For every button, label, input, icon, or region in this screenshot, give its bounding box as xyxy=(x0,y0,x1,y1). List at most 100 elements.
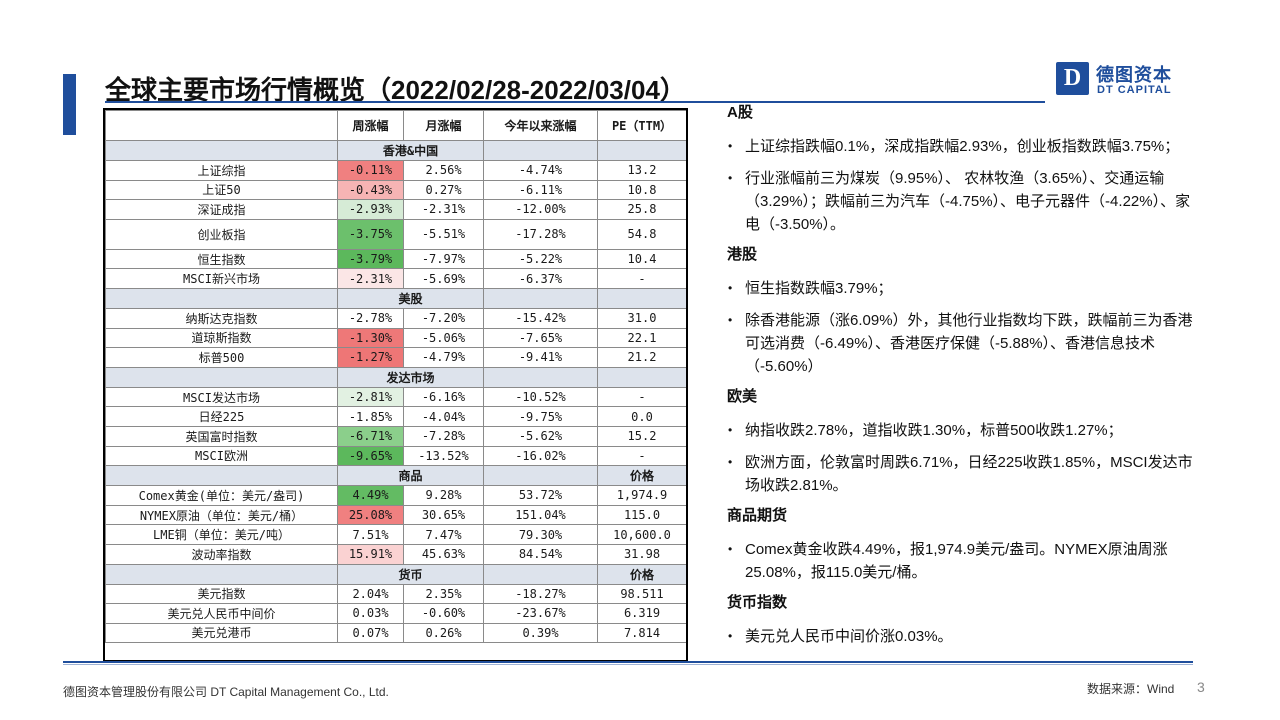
section-heading-hk: 港股 xyxy=(727,246,758,263)
table-cell: 0.26% xyxy=(403,622,484,644)
table-cell: -18.27% xyxy=(483,583,598,605)
table-cell: -2.31% xyxy=(337,268,404,289)
table-cell: 31.0 xyxy=(597,307,686,329)
footer-divider-thin xyxy=(63,664,1193,665)
bullet-a-share-2: 行业涨幅前三为煤炭（9.95%）、 农林牧渔（3.65%）、交通运输（3.29%… xyxy=(727,167,1197,236)
table-cell: -12.00% xyxy=(483,199,598,220)
table-row: MSCI发达市场 -2.81% -6.16% -10.52% - xyxy=(105,386,686,408)
table-cell: 0.39% xyxy=(483,622,598,644)
table-cell: -13.52% xyxy=(403,445,484,467)
section-row: 商品 价格 xyxy=(105,465,686,487)
logo-english-name: DT CAPITAL xyxy=(1097,84,1172,96)
table-cell: -5.06% xyxy=(403,327,484,349)
table-cell: 22.1 xyxy=(597,327,686,349)
table-cell: 54.8 xyxy=(597,218,686,250)
row-label: MSCI发达市场 xyxy=(105,386,338,408)
table-cell: -6.71% xyxy=(337,425,404,447)
section-label: 货币 xyxy=(337,563,484,585)
table-row: LME铜（单位：美元/吨） 7.51% 7.47% 79.30% 10,600.0 xyxy=(105,524,686,545)
commentary-panel: A股 上证综指跌幅0.1%，深成指跌幅2.93%，创业板指数跌幅3.75%； 行… xyxy=(727,103,1197,657)
row-label: 美元兑港币 xyxy=(105,622,338,644)
row-label: 上证综指 xyxy=(105,160,338,181)
table-cell: 30.65% xyxy=(403,504,484,526)
table-cell: -2.31% xyxy=(403,199,484,220)
page-number: 3 xyxy=(1197,679,1205,695)
table-cell: 7.47% xyxy=(403,524,484,545)
table-cell: -5.22% xyxy=(483,248,598,270)
page-title: 全球主要市场行情概览（2022/02/28-2022/03/04） xyxy=(105,75,686,105)
table-cell: -4.79% xyxy=(403,347,484,368)
table-cell: -9.65% xyxy=(337,445,404,467)
section-row: 香港&中国 xyxy=(105,140,686,161)
table-row: MSCI新兴市场 -2.31% -5.69% -6.37% - xyxy=(105,268,686,289)
table-row: 英国富时指数 -6.71% -7.28% -5.62% 15.2 xyxy=(105,425,686,447)
table-cell: - xyxy=(597,386,686,408)
section-label: 商品 xyxy=(337,465,484,487)
footer-company: 德图资本管理股份有限公司 DT Capital Management Co., … xyxy=(63,685,389,699)
row-label: 日经225 xyxy=(105,406,338,427)
table-row: 纳斯达克指数 -2.78% -7.20% -15.42% 31.0 xyxy=(105,307,686,329)
column-header xyxy=(105,110,338,141)
table-cell: 2.56% xyxy=(403,160,484,181)
table-row: MSCI欧洲 -9.65% -13.52% -16.02% - xyxy=(105,445,686,467)
table-row: 创业板指 -3.75% -5.51% -17.28% 54.8 xyxy=(105,218,686,250)
footer-divider xyxy=(63,661,1193,663)
company-logo: D 德图资本 DT CAPITAL xyxy=(1056,62,1186,98)
row-label: 标普500 xyxy=(105,347,338,368)
column-header: 今年以来涨幅 xyxy=(483,110,598,141)
table-cell: 10,600.0 xyxy=(597,524,686,545)
logo-chinese-name: 德图资本 xyxy=(1096,65,1172,85)
table-cell: -1.85% xyxy=(337,406,404,427)
row-label: 深证成指 xyxy=(105,199,338,220)
table-row: 恒生指数 -3.79% -7.97% -5.22% 10.4 xyxy=(105,248,686,270)
table-row: Comex黄金(单位：美元/盎司) 4.49% 9.28% 53.72% 1,974.9 xyxy=(105,485,686,506)
table-cell: 6.319 xyxy=(597,603,686,624)
table-row: 道琼斯指数 -1.30% -5.06% -7.65% 22.1 xyxy=(105,327,686,349)
section-label: 美股 xyxy=(337,287,484,309)
table-cell: -16.02% xyxy=(483,445,598,467)
table-cell: -4.74% xyxy=(483,160,598,181)
row-label: MSCI欧洲 xyxy=(105,445,338,467)
row-label: 道琼斯指数 xyxy=(105,327,338,349)
footer-data-source: 数据来源：Wind xyxy=(1087,682,1175,696)
table-cell: 98.511 xyxy=(597,583,686,605)
section-label: 香港&中国 xyxy=(337,140,484,161)
bullet-hk-2: 除香港能源（涨6.09%）外，其他行业指数均下跌，跌幅前三为香港可选消费（-6.… xyxy=(727,309,1197,378)
market-table: 周涨幅 月涨幅 今年以来涨幅 PE（TTM） 香港&中国 上证综指 -0.11% 2.56% -… xyxy=(103,108,688,662)
section-label: 发达市场 xyxy=(337,366,484,388)
table-cell: -5.62% xyxy=(483,425,598,447)
bullet-us-eu-2: 欧洲方面，伦敦富时周跌6.71%，日经225收跌1.85%，MSCI发达市场收跌… xyxy=(727,451,1197,497)
table-cell: -17.28% xyxy=(483,218,598,250)
table-cell: 0.27% xyxy=(403,179,484,201)
bullet-hk-1: 恒生指数跌幅3.79%； xyxy=(727,277,1197,300)
table-cell: -5.69% xyxy=(403,268,484,289)
row-label: 英国富时指数 xyxy=(105,425,338,447)
table-cell: 25.08% xyxy=(337,504,404,526)
table-row: NYMEX原油（单位：美元/桶） 25.08% 30.65% 151.04% 115.0 xyxy=(105,504,686,526)
table-cell: -10.52% xyxy=(483,386,598,408)
section-heading-fx: 货币指数 xyxy=(727,594,788,611)
table-cell: 115.0 xyxy=(597,504,686,526)
table-cell: -2.93% xyxy=(337,199,404,220)
table-cell: 151.04% xyxy=(483,504,598,526)
table-cell: - xyxy=(597,268,686,289)
table-cell: 15.2 xyxy=(597,425,686,447)
title-accent-bar xyxy=(63,74,76,135)
table-cell: 0.0 xyxy=(597,406,686,427)
table-cell: -23.67% xyxy=(483,603,598,624)
row-label: Comex黄金(单位：美元/盎司) xyxy=(105,485,338,506)
table-cell: 7.814 xyxy=(597,622,686,644)
table-cell: -0.11% xyxy=(337,160,404,181)
table-cell: -6.37% xyxy=(483,268,598,289)
table-cell: -7.28% xyxy=(403,425,484,447)
section-heading-us-eu: 欧美 xyxy=(727,388,758,405)
column-header: 周涨幅 xyxy=(337,110,404,141)
table-cell: 0.07% xyxy=(337,622,404,644)
table-cell: -2.81% xyxy=(337,386,404,408)
table-row: 日经225 -1.85% -4.04% -9.75% 0.0 xyxy=(105,406,686,427)
logo-mark-icon: D xyxy=(1056,62,1089,95)
table-cell: -1.30% xyxy=(337,327,404,349)
table-cell: - xyxy=(597,445,686,467)
table-row: 深证成指 -2.93% -2.31% -12.00% 25.8 xyxy=(105,199,686,220)
row-label: 恒生指数 xyxy=(105,248,338,270)
